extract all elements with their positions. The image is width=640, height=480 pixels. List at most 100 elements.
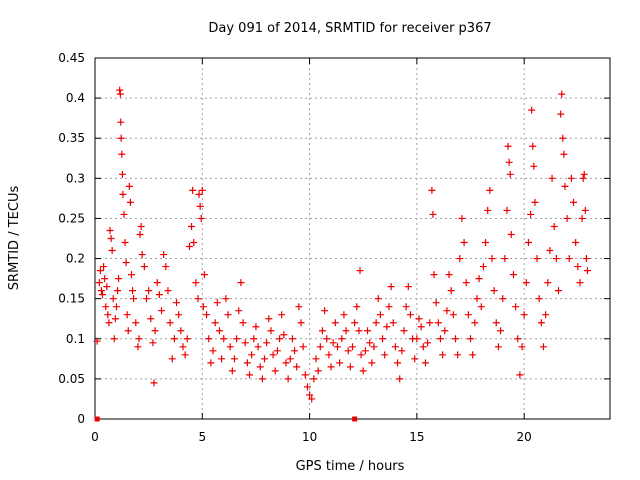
data-point [406,311,414,319]
data-point [215,327,223,335]
data-point [116,90,124,98]
data-point [329,339,337,347]
data-point [522,279,530,287]
data-point [402,303,410,311]
data-point [93,337,101,345]
data-point [327,363,335,371]
data-point [542,311,550,319]
data-point [241,339,249,347]
data-point [488,255,496,263]
data-point [100,263,108,271]
data-point [509,271,517,279]
data-point [291,347,299,355]
chart-title: Day 091 of 2014, SRMTID for receiver p36… [208,21,491,36]
data-point [419,343,427,351]
data-point [579,174,587,182]
data-point [147,315,155,323]
data-point [578,214,586,222]
data-point [97,287,105,295]
data-point [428,186,436,194]
data-point [160,251,168,259]
data-point [389,319,397,327]
data-point [572,239,580,247]
data-point [464,311,472,319]
data-point [492,319,500,327]
data-point [166,319,174,327]
data-point [140,263,148,271]
data-point [295,303,303,311]
data-point [230,355,238,363]
data-point [137,222,145,230]
data-point [583,267,591,275]
data-point [127,271,135,279]
data-point [132,319,140,327]
data-point [447,287,455,295]
data-point [190,239,198,247]
data-point [357,351,365,359]
data-point [117,134,125,142]
data-point [456,255,464,263]
data-point [282,359,290,367]
data-point [235,307,243,315]
data-point [560,150,568,158]
data-point [398,347,406,355]
data-point [134,343,142,351]
data-point [150,379,158,387]
data-point [368,359,376,367]
data-point [195,190,203,198]
data-point [404,283,412,291]
data-point [429,210,437,218]
data-point [473,295,481,303]
x-tick-label: 20 [517,430,532,444]
data-point [346,363,354,371]
data-point [550,222,558,230]
data-point [331,319,339,327]
data-point [576,279,584,287]
data-point [198,186,206,194]
data-point [252,323,260,331]
zero-marker [352,416,358,422]
data-point [391,343,399,351]
data-point [246,371,253,379]
data-point [570,198,578,206]
data-point [524,239,532,247]
data-point [118,170,126,178]
data-point [209,347,217,355]
y-tick-label: 0.2 [66,252,85,266]
zero-marker [94,416,100,422]
data-point [439,351,447,359]
data-point [149,339,157,347]
data-point [349,343,356,351]
data-point [177,327,185,335]
data-point [563,214,571,222]
data-point [308,395,316,403]
data-point [312,355,320,363]
data-point [112,303,120,311]
data-point [111,315,119,323]
data-point [518,343,526,351]
data-point [387,283,395,291]
data-point [333,343,341,351]
y-tick-label: 0 [77,412,85,426]
data-point [546,247,554,255]
data-point [482,239,490,247]
data-point [340,311,348,319]
y-tick-label: 0.4 [66,91,85,105]
data-point [107,235,115,242]
data-point [415,315,423,323]
data-point [366,339,374,347]
data-point [267,327,275,335]
data-point [441,327,449,335]
data-point [179,343,187,351]
x-tick-label: 5 [198,430,206,444]
axis-ticks: 0 0.05 0.1 0.15 0.2 0.25 0.3 0.35 0.4 0.45 0 5 10 15 2… [58,51,610,444]
data-point [188,222,196,230]
data-point [155,291,163,299]
data-point [101,275,109,283]
data-point [143,295,150,303]
data-point [355,327,363,335]
data-point [471,319,479,327]
data-point [254,343,262,351]
data-point [138,251,146,259]
